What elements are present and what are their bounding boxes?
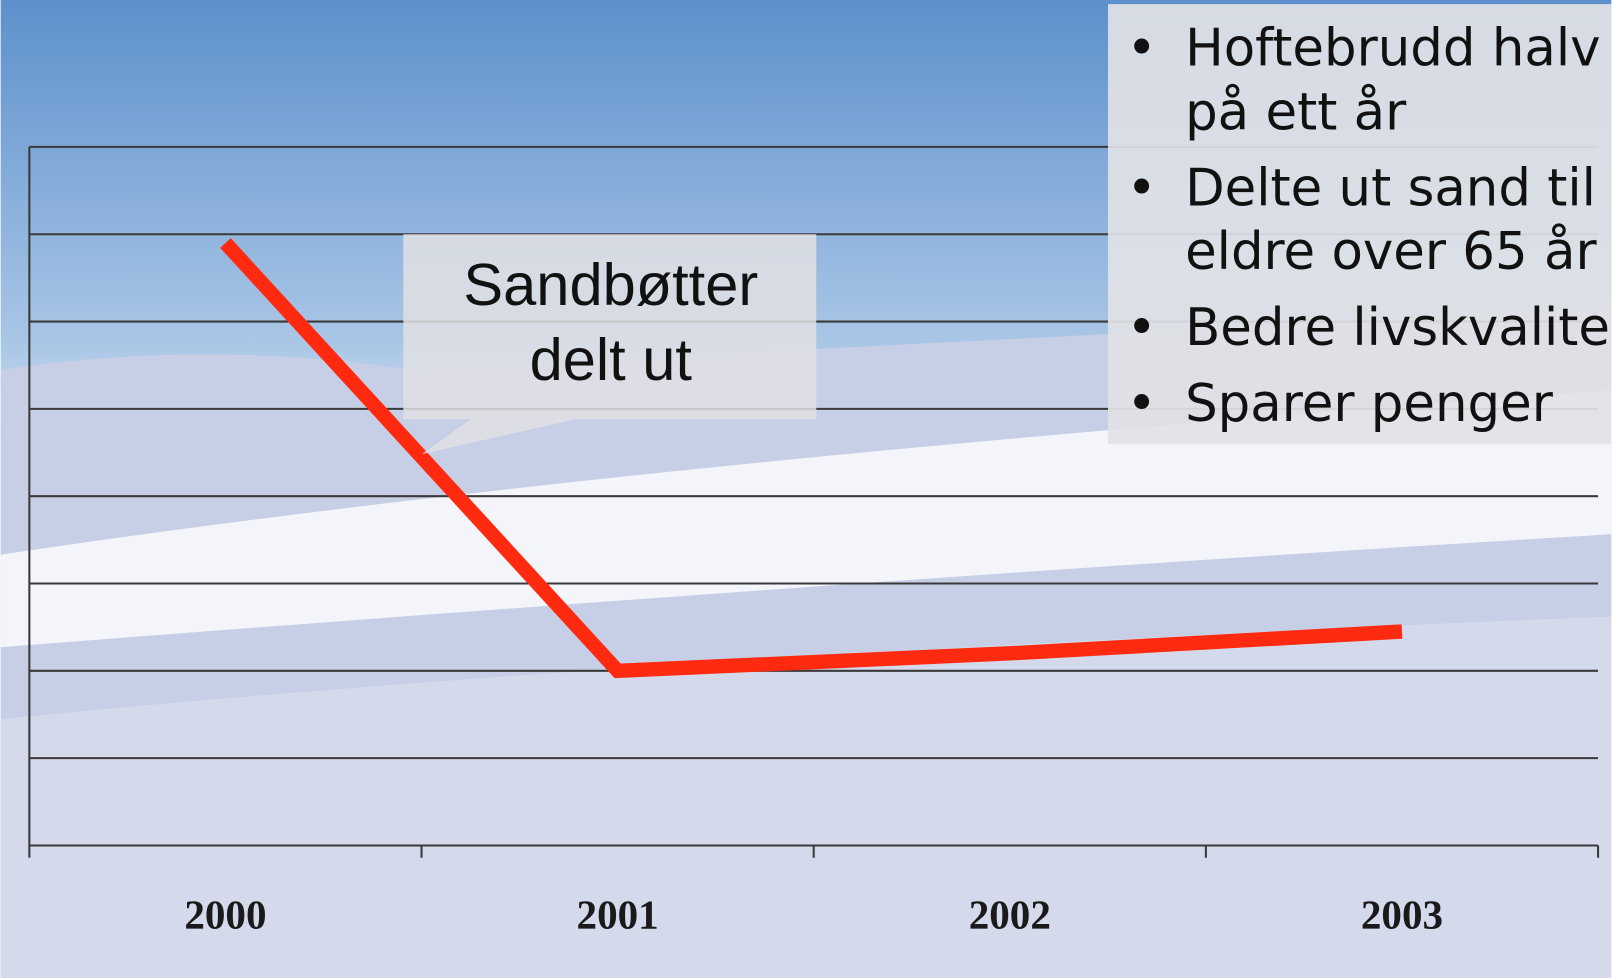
bullet-dot: • [1127,374,1157,434]
callout-text: delt ut [530,326,693,393]
x-tick-label: 2002 [969,892,1051,938]
bullet-text: Hoftebrudd halv [1185,19,1600,79]
x-tick-label: 2001 [577,892,659,938]
x-tick-label: 2000 [184,892,266,938]
x-tick-label: 2003 [1361,892,1443,938]
bullet-text: Sparer penger [1185,374,1554,434]
bullet-dot: • [1127,158,1157,218]
bullet-text: Delte ut sand til [1185,158,1596,218]
bullet-text: på ett år [1185,82,1407,142]
bullet-dot: • [1127,298,1157,358]
callout-text: Sandbøtter [463,251,758,318]
slide: 2000 2001 2002 2003 Sandbøtter delt ut • Hof… [0,0,1612,978]
bullet-text: Bedre livskvalite [1185,298,1610,358]
bullet-dot: • [1127,19,1157,79]
bullet-text: eldre over 65 år [1185,222,1597,282]
